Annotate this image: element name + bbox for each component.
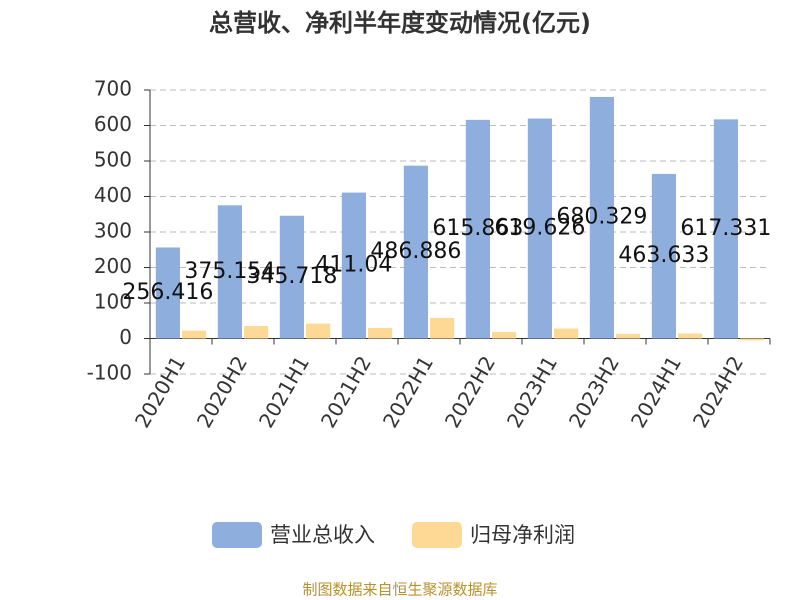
bar bbox=[713, 119, 738, 339]
x-tick-label: 2024H2 bbox=[688, 352, 748, 432]
data-label: 375.154 bbox=[184, 259, 275, 284]
chart-title: 总营收、净利半年度变动情况(亿元) bbox=[209, 9, 591, 37]
bar bbox=[678, 333, 703, 339]
x-tick-label: 2021H1 bbox=[254, 352, 314, 432]
data-label: 617.331 bbox=[680, 216, 771, 241]
x-tick-label: 2021H2 bbox=[316, 352, 376, 432]
data-label: 345.718 bbox=[246, 264, 337, 289]
bar bbox=[651, 173, 676, 339]
x-tick-label: 2020H2 bbox=[192, 352, 252, 432]
data-label: 619.626 bbox=[494, 216, 585, 241]
y-tick-label: 500 bbox=[94, 148, 132, 172]
bar bbox=[182, 330, 207, 339]
bar bbox=[217, 205, 242, 339]
bar bbox=[740, 338, 765, 341]
bar bbox=[155, 247, 180, 339]
y-tick-label: 200 bbox=[94, 254, 132, 278]
x-tick-label: 2022H1 bbox=[378, 352, 438, 432]
y-tick-label: 600 bbox=[94, 112, 132, 136]
bar bbox=[306, 323, 331, 339]
y-tick-label: -100 bbox=[87, 361, 132, 385]
legend-label: 营业总收入 bbox=[270, 523, 375, 547]
y-tick-label: 400 bbox=[94, 183, 132, 207]
bar bbox=[465, 119, 490, 339]
data-label: 411.04 bbox=[315, 253, 392, 278]
bar bbox=[616, 333, 641, 339]
bar bbox=[430, 317, 455, 339]
data-label: 615.863 bbox=[432, 216, 523, 241]
bar bbox=[527, 118, 552, 339]
bar bbox=[244, 326, 269, 339]
legend-label: 归母净利润 bbox=[470, 523, 575, 547]
y-tick-label: 700 bbox=[94, 77, 132, 101]
bar bbox=[403, 165, 428, 339]
x-tick-label: 2022H2 bbox=[440, 352, 500, 432]
bar bbox=[279, 215, 304, 339]
legend-swatch bbox=[412, 522, 462, 548]
x-tick-label: 2020H1 bbox=[130, 352, 190, 432]
source: 制图数据来自恒生聚源数据库 bbox=[302, 581, 497, 599]
data-label: 680.329 bbox=[556, 205, 647, 230]
x-tick-label: 2024H1 bbox=[626, 352, 686, 432]
y-tick-label: 100 bbox=[94, 290, 132, 314]
bar bbox=[492, 332, 517, 339]
bar bbox=[368, 327, 393, 339]
x-tick-label: 2023H1 bbox=[502, 352, 562, 432]
y-tick-label: 300 bbox=[94, 219, 132, 243]
data-label: 486.886 bbox=[370, 239, 461, 264]
bar bbox=[341, 192, 366, 339]
x-tick-label: 2023H2 bbox=[564, 352, 624, 432]
legend-swatch bbox=[212, 522, 262, 548]
data-label: 256.416 bbox=[122, 280, 213, 305]
data-label: 463.633 bbox=[618, 243, 709, 268]
bar bbox=[554, 328, 579, 339]
y-tick-label: 0 bbox=[119, 325, 132, 349]
bar bbox=[589, 96, 614, 339]
